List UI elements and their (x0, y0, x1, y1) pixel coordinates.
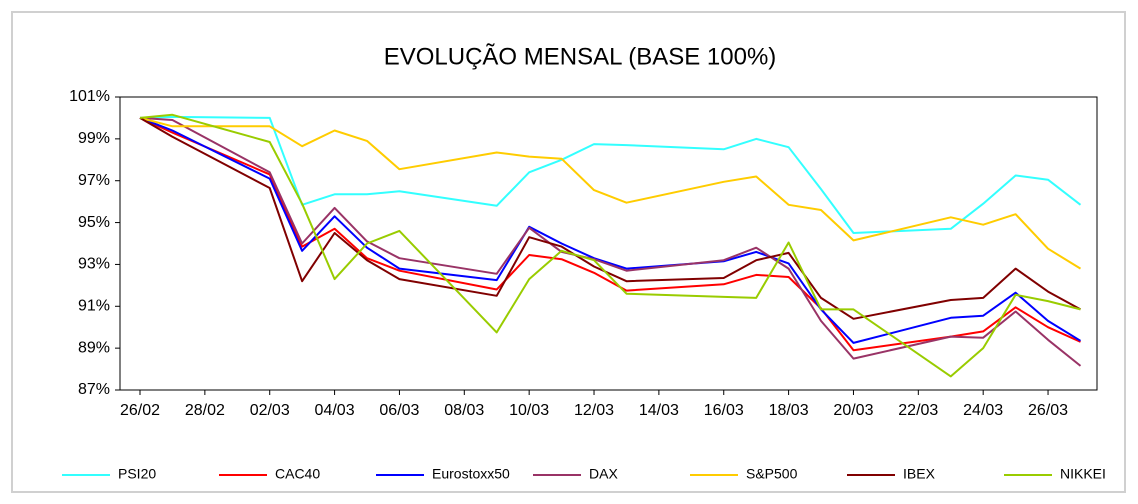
series-line (139, 115, 1082, 234)
x-tick-label: 24/03 (963, 402, 1003, 419)
legend-label: Eurostoxx50 (432, 466, 510, 482)
plot-frame (119, 96, 1098, 391)
series-line (139, 116, 1082, 344)
legend-label: IBEX (903, 466, 936, 482)
x-tick-label: 26/02 (120, 402, 160, 419)
x-tick-label: 20/03 (833, 402, 873, 419)
x-tick-label: 02/03 (250, 402, 290, 419)
y-tick-label: 87% (78, 381, 110, 398)
y-tick-label: 101% (69, 88, 110, 105)
series-line (139, 116, 1082, 270)
y-tick-label: 93% (78, 256, 110, 273)
legend-label: S&P500 (746, 466, 798, 482)
legend-label: CAC40 (275, 466, 320, 482)
legend-label: DAX (589, 466, 618, 482)
x-tick-label: 04/03 (315, 402, 355, 419)
x-tick-label: 26/03 (1028, 402, 1068, 419)
legend-label: NIKKEI (1060, 466, 1106, 482)
y-tick-label: 91% (78, 298, 110, 315)
legend-label: PSI20 (118, 466, 156, 482)
x-tick-label: 16/03 (704, 402, 744, 419)
series-line (139, 116, 1082, 367)
chart-title: EVOLUÇÃO MENSAL (BASE 100%) (384, 43, 777, 70)
series-line (139, 113, 1081, 378)
x-tick-label: 10/03 (509, 402, 549, 419)
x-tick-label: 08/03 (444, 402, 484, 419)
x-tick-label: 28/02 (185, 402, 225, 419)
x-tick-label: 14/03 (639, 402, 679, 419)
y-tick-label: 95% (78, 214, 110, 231)
y-tick-label: 97% (78, 172, 110, 189)
series-line (139, 116, 1081, 352)
x-tick-label: 12/03 (574, 402, 614, 419)
series-line (139, 117, 1081, 320)
y-tick-label: 89% (78, 339, 110, 356)
x-tick-label: 22/03 (898, 402, 938, 419)
x-tick-label: 06/03 (379, 402, 419, 419)
x-tick-label: 18/03 (769, 402, 809, 419)
y-tick-label: 99% (78, 130, 110, 147)
